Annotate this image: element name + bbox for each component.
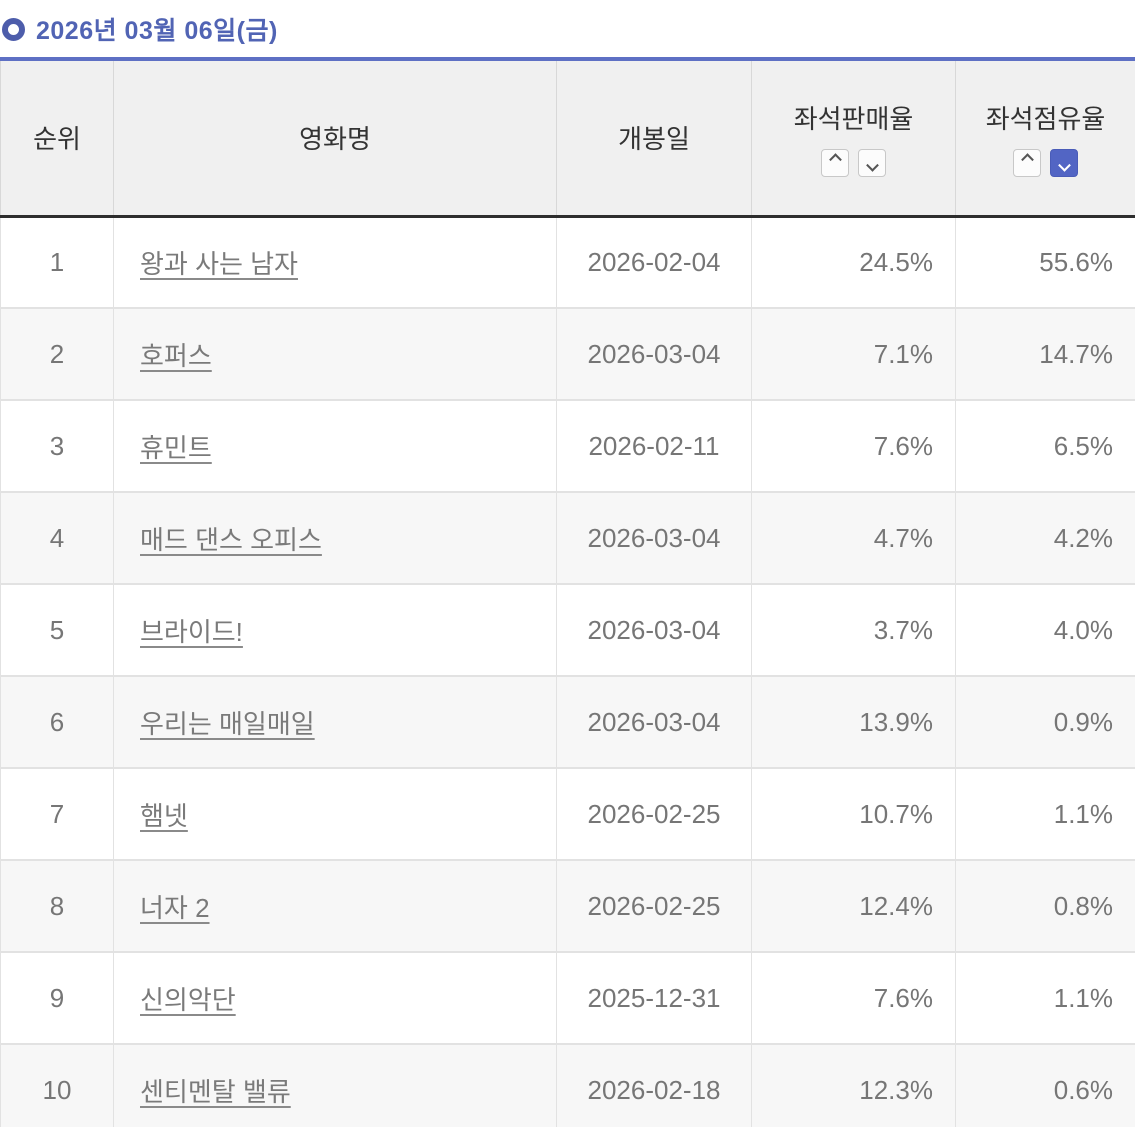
movie-title-cell: 센티멘탈 밸류: [113, 1044, 557, 1127]
release-date-cell: 2026-03-04: [556, 308, 752, 401]
column-header-movie-title: 영화명: [113, 59, 557, 218]
rank-cell: 4: [0, 492, 114, 585]
release-date-cell: 2026-02-25: [556, 860, 752, 953]
column-header-rank: 순위: [0, 59, 114, 218]
table-row: 9 신의악단 2025-12-31 7.6% 1.1%: [0, 952, 1135, 1045]
seat-sales-rate-cell: 24.5%: [751, 216, 956, 309]
movie-title-cell: 호퍼스: [113, 308, 557, 401]
movie-title-cell: 왕과 사는 남자: [113, 216, 557, 309]
column-header-seat-sales-rate-label: 좌석판매율: [793, 103, 914, 134]
table-row: 10 센티멘탈 밸류 2026-02-18 12.3% 0.6%: [0, 1044, 1135, 1127]
column-header-seat-occupancy-rate: 좌석점유율: [955, 59, 1135, 218]
table-row: 3 휴민트 2026-02-11 7.6% 6.5%: [0, 400, 1135, 493]
release-date-cell: 2026-03-04: [556, 584, 752, 677]
sort-ascending-button[interactable]: [821, 148, 849, 177]
seat-sales-rate-cell: 12.4%: [751, 860, 956, 953]
table-header-row: 순위 영화명 개봉일 좌석판매율: [0, 59, 1135, 218]
rank-cell: 5: [0, 584, 114, 677]
seat-sales-rate-cell: 7.1%: [751, 308, 956, 401]
chevron-up-icon: [828, 153, 842, 167]
daily-boxoffice-table: 순위 영화명 개봉일 좌석판매율: [0, 57, 1135, 1127]
table-row: 4 매드 댄스 오피스 2026-03-04 4.7% 4.2%: [0, 492, 1135, 585]
seat-sales-rate-cell: 3.7%: [751, 584, 956, 677]
seat-occupancy-rate-cell: 55.6%: [955, 216, 1135, 309]
date-title: 2026년 03월 06일(금): [36, 17, 278, 45]
rank-cell: 6: [0, 676, 114, 769]
bullet-circle-icon: [2, 17, 25, 41]
column-header-release-date: 개봉일: [556, 59, 752, 218]
seat-sales-rate-cell: 13.9%: [751, 676, 956, 769]
seat-occupancy-rate-cell: 1.1%: [955, 768, 1135, 861]
seat-occupancy-rate-cell: 0.6%: [955, 1044, 1135, 1127]
seat-occupancy-rate-cell: 14.7%: [955, 308, 1135, 401]
seat-occupancy-rate-cell: 0.9%: [955, 676, 1135, 769]
seat-sales-rate-cell: 4.7%: [751, 492, 956, 585]
seat-occupancy-rate-cell: 4.2%: [955, 492, 1135, 585]
movie-title-link[interactable]: 매드 댄스 오피스: [140, 524, 322, 555]
seat-occupancy-rate-cell: 0.8%: [955, 860, 1135, 953]
sort-ascending-button[interactable]: [1013, 148, 1041, 177]
movie-title-link[interactable]: 신의악단: [140, 984, 236, 1015]
seat-sales-rate-cell: 12.3%: [751, 1044, 956, 1127]
chevron-down-icon: [865, 159, 879, 172]
movie-title-link[interactable]: 센티멘탈 밸류: [140, 1076, 291, 1107]
chevron-down-icon: [1057, 159, 1071, 172]
release-date-cell: 2025-12-31: [556, 952, 752, 1045]
rank-cell: 1: [0, 216, 114, 309]
seat-sales-rate-cell: 7.6%: [751, 952, 956, 1045]
column-header-seat-sales-rate: 좌석판매율: [751, 59, 956, 218]
release-date-cell: 2026-02-25: [556, 768, 752, 861]
table-row: 8 너자 2 2026-02-25 12.4% 0.8%: [0, 860, 1135, 953]
movie-title-link[interactable]: 너자 2: [140, 892, 210, 923]
rank-cell: 3: [0, 400, 114, 493]
seat-occupancy-rate-cell: 1.1%: [955, 952, 1135, 1045]
release-date-cell: 2026-02-11: [556, 400, 752, 493]
release-date-cell: 2026-02-04: [556, 216, 752, 309]
table-row: 7 햄넷 2026-02-25 10.7% 1.1%: [0, 768, 1135, 861]
movie-title-cell: 너자 2: [113, 860, 557, 953]
release-date-cell: 2026-03-04: [556, 676, 752, 769]
movie-title-link[interactable]: 브라이드!: [140, 616, 243, 647]
rank-cell: 10: [0, 1044, 114, 1127]
table-row: 2 호퍼스 2026-03-04 7.1% 14.7%: [0, 308, 1135, 401]
table-row: 6 우리는 매일매일 2026-03-04 13.9% 0.9%: [0, 676, 1135, 769]
rank-cell: 8: [0, 860, 114, 953]
release-date-cell: 2026-03-04: [556, 492, 752, 585]
movie-title-cell: 신의악단: [113, 952, 557, 1045]
seat-sales-rate-cell: 10.7%: [751, 768, 956, 861]
column-header-seat-occupancy-rate-label: 좌석점유율: [985, 103, 1106, 134]
rank-cell: 2: [0, 308, 114, 401]
movie-title-link[interactable]: 햄넷: [140, 800, 188, 831]
chevron-up-icon: [1020, 153, 1034, 167]
rank-cell: 7: [0, 768, 114, 861]
rank-cell: 9: [0, 952, 114, 1045]
release-date-cell: 2026-02-18: [556, 1044, 752, 1127]
movie-title-cell: 휴민트: [113, 400, 557, 493]
table-row: 1 왕과 사는 남자 2026-02-04 24.5% 55.6%: [0, 216, 1135, 309]
movie-title-cell: 매드 댄스 오피스: [113, 492, 557, 585]
seat-occupancy-rate-cell: 6.5%: [955, 400, 1135, 493]
table-row: 5 브라이드! 2026-03-04 3.7% 4.0%: [0, 584, 1135, 677]
movie-title-cell: 햄넷: [113, 768, 557, 861]
movie-title-link[interactable]: 휴민트: [140, 432, 212, 463]
sort-descending-button[interactable]: [858, 148, 886, 177]
movie-title-cell: 브라이드!: [113, 584, 557, 677]
movie-table-body: 1 왕과 사는 남자 2026-02-04 24.5% 55.6% 2 호퍼스 …: [0, 216, 1135, 1127]
seat-sales-rate-cell: 7.6%: [751, 400, 956, 493]
movie-title-link[interactable]: 왕과 사는 남자: [140, 248, 298, 279]
sort-descending-button[interactable]: [1050, 148, 1078, 177]
date-title-bar: 2026년 03월 06일(금): [0, 0, 1135, 57]
movie-title-cell: 우리는 매일매일: [113, 676, 557, 769]
seat-occupancy-rate-cell: 4.0%: [955, 584, 1135, 677]
movie-title-link[interactable]: 호퍼스: [140, 340, 212, 371]
movie-title-link[interactable]: 우리는 매일매일: [140, 708, 315, 739]
